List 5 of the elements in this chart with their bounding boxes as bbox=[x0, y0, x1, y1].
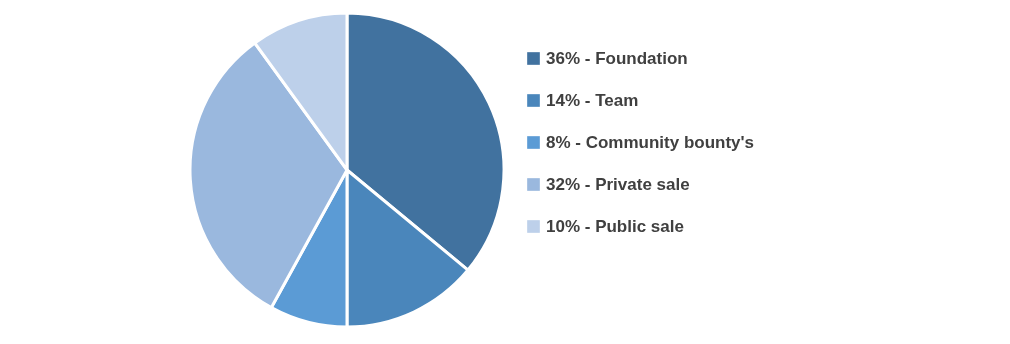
legend-label: 10% - Public sale bbox=[546, 216, 684, 236]
legend-label: 36% - Foundation bbox=[546, 48, 688, 68]
legend-label: 32% - Private sale bbox=[546, 174, 690, 194]
legend-label: 14% - Team bbox=[546, 90, 639, 110]
legend-label: 8% - Community bounty's bbox=[546, 132, 755, 152]
